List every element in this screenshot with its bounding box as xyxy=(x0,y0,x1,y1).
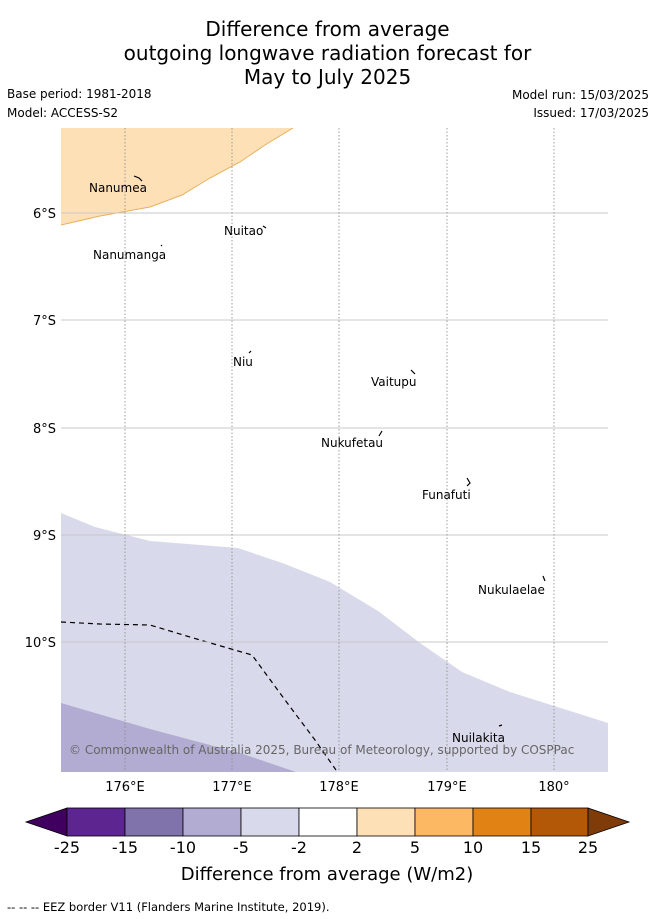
island-shape-nuitao xyxy=(262,225,267,229)
lon-label-178e: 178°E xyxy=(319,780,359,795)
island-shape-nukulaelae xyxy=(542,575,546,582)
island-label-nuitao: Nuitao xyxy=(224,224,263,238)
anomaly-boundary-positive xyxy=(61,128,294,226)
map-area: Nanumea Nuitao Nanumanga Niu Vaitupu Nuk… xyxy=(61,128,608,772)
colorbar-tick--25: -25 xyxy=(54,838,80,857)
island-label-nukufetau: Nukufetau xyxy=(321,436,383,450)
island-label-nukulaelae: Nukulaelae xyxy=(478,583,545,597)
lon-label-180: 180° xyxy=(538,780,569,795)
colorbar-tick--2: -2 xyxy=(291,838,307,857)
colorbar-bin-1 xyxy=(66,807,126,837)
colorbar-tick-10: 10 xyxy=(463,838,483,857)
island-shape-niu xyxy=(248,350,252,354)
lon-label-177e: 177°E xyxy=(212,780,252,795)
colorbar-bin-4 xyxy=(240,807,300,837)
issued-text: Issued: 17/03/2025 xyxy=(533,106,649,120)
colorbar-bin-5 xyxy=(298,807,358,837)
model-text: Model: ACCESS-S2 xyxy=(7,106,119,120)
lon-label-179e: 179°E xyxy=(427,780,467,795)
island-shape-nanumea xyxy=(133,175,143,182)
colorbar-tick-25: 25 xyxy=(578,838,598,857)
island-shape-nanumanga xyxy=(160,244,163,247)
colorbar-label: Difference from average (W/m2) xyxy=(181,864,473,885)
chart-title-line-2: outgoing longwave radiation forecast for xyxy=(123,41,532,65)
island-shape-nukufetau xyxy=(378,430,383,437)
colorbar-tick--15: -15 xyxy=(112,838,138,857)
island-outlines xyxy=(133,175,546,727)
island-label-nuilakita: Nuilakita xyxy=(452,731,505,745)
colorbar-bin-6 xyxy=(356,807,416,837)
colorbar-extend-high xyxy=(587,807,631,837)
anomaly-region-negative-medium xyxy=(61,703,296,772)
anomaly-region-positive xyxy=(61,128,293,225)
latitude-gridlines xyxy=(61,212,608,643)
colorbar-bin-2 xyxy=(124,807,184,837)
island-shape-funafuti xyxy=(466,477,471,487)
colorbar-bin-3 xyxy=(182,807,242,837)
island-label-funafuti: Funafuti xyxy=(422,488,471,502)
colorbar-bin-8 xyxy=(472,807,532,837)
island-label-nanumea: Nanumea xyxy=(89,181,147,195)
colorbar-bin-9 xyxy=(530,807,589,837)
colorbar-tick-5: 5 xyxy=(410,838,420,857)
lon-label-176e: 176°E xyxy=(105,780,145,795)
colorbar xyxy=(24,807,631,837)
model-run-text: Model run: 15/03/2025 xyxy=(511,88,649,102)
footer-eez-note: -- -- -- EEZ border V11 (Flanders Marine… xyxy=(7,900,330,914)
base-period-text: Base period: 1981-2018 xyxy=(7,87,152,101)
colorbar-extend-low xyxy=(24,807,68,837)
island-label-niu: Niu xyxy=(233,355,253,369)
chart-title-line-3: May to July 2025 xyxy=(243,65,412,89)
colorbar-tick--10: -10 xyxy=(170,838,196,857)
lat-label-8s: 8°S xyxy=(33,422,56,437)
colorbar-tick-15: 15 xyxy=(521,838,541,857)
lat-label-7s: 7°S xyxy=(33,314,56,329)
colorbar-tick--5: -5 xyxy=(233,838,249,857)
longitude-gridlines xyxy=(124,128,555,772)
lat-label-6s: 6°S xyxy=(33,207,56,222)
colorbar-bin-7 xyxy=(414,807,474,837)
chart-title-line-1: Difference from average xyxy=(205,17,450,41)
island-label-nanumanga: Nanumanga xyxy=(93,248,166,262)
island-shape-vaitupu xyxy=(410,369,416,375)
island-label-vaitupu: Vaitupu xyxy=(371,375,417,389)
colorbar-tick-2: 2 xyxy=(352,838,362,857)
lat-label-10s: 10°S xyxy=(25,636,56,651)
eez-border xyxy=(61,621,337,771)
copyright-text: © Commonwealth of Australia 2025, Bureau… xyxy=(69,743,574,757)
lat-label-9s: 9°S xyxy=(33,529,56,544)
island-shape-nuilakita xyxy=(498,724,503,727)
